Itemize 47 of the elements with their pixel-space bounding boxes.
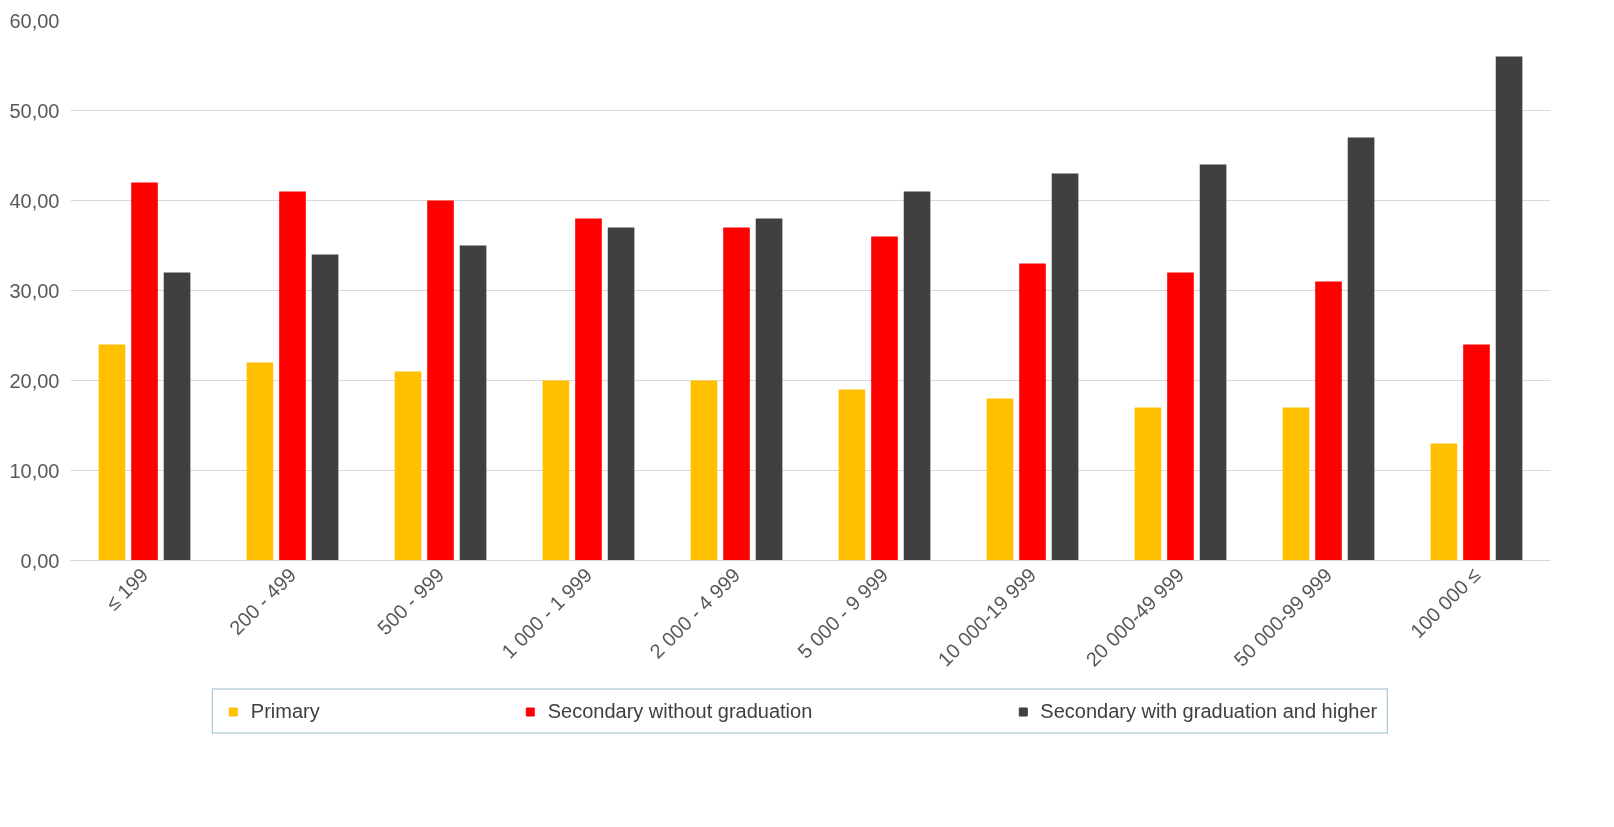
y-tick-label: 60,00 — [9, 9, 60, 32]
bar — [542, 380, 570, 561]
x-tick-label: 1 000 - 1 999 — [497, 563, 597, 663]
bar — [1463, 344, 1490, 561]
bar — [427, 200, 454, 561]
x-tick-label: 200 - 499 — [224, 563, 301, 640]
bar — [1495, 56, 1523, 561]
bar — [986, 398, 1014, 561]
y-tick-label: 30,00 — [9, 279, 60, 302]
legend-label: Secondary without graduation — [547, 699, 813, 723]
bar — [1167, 272, 1194, 561]
x-tick-label: 2 000 - 4 999 — [645, 563, 745, 663]
bar — [1051, 173, 1079, 561]
legend-label: Primary — [250, 699, 320, 723]
bar — [1134, 407, 1162, 561]
bar — [98, 344, 126, 561]
bar — [871, 236, 898, 561]
bar — [1430, 443, 1458, 561]
y-tick-label: 40,00 — [9, 189, 60, 212]
bar — [903, 191, 931, 561]
bar — [311, 254, 339, 561]
y-tick-label: 10,00 — [9, 459, 60, 482]
bar — [279, 191, 306, 561]
bar — [690, 380, 718, 561]
x-tick-label: 5 000 - 9 999 — [793, 563, 893, 663]
x-tick-label: 500 - 999 — [372, 563, 449, 640]
bar — [131, 182, 158, 561]
y-tick-label: 50,00 — [9, 99, 60, 122]
bar — [755, 218, 783, 561]
bar — [394, 371, 422, 561]
x-tick-label: ≤ 199 — [101, 563, 153, 615]
bar — [723, 227, 750, 561]
bar — [1282, 407, 1310, 561]
bar — [459, 245, 487, 561]
bar — [575, 218, 602, 561]
bar — [246, 362, 274, 561]
bar — [838, 389, 866, 561]
bar — [1315, 281, 1342, 561]
bar — [1347, 137, 1375, 561]
legend-label: Secondary with graduation and higher — [1040, 699, 1378, 723]
x-tick-label: 100 000 ≤ — [1405, 563, 1485, 643]
bar — [607, 227, 635, 561]
bar — [163, 272, 191, 561]
bar — [1199, 164, 1227, 561]
y-tick-label: 0,00 — [20, 549, 60, 572]
y-tick-label: 20,00 — [9, 369, 60, 392]
bar — [1019, 263, 1046, 561]
